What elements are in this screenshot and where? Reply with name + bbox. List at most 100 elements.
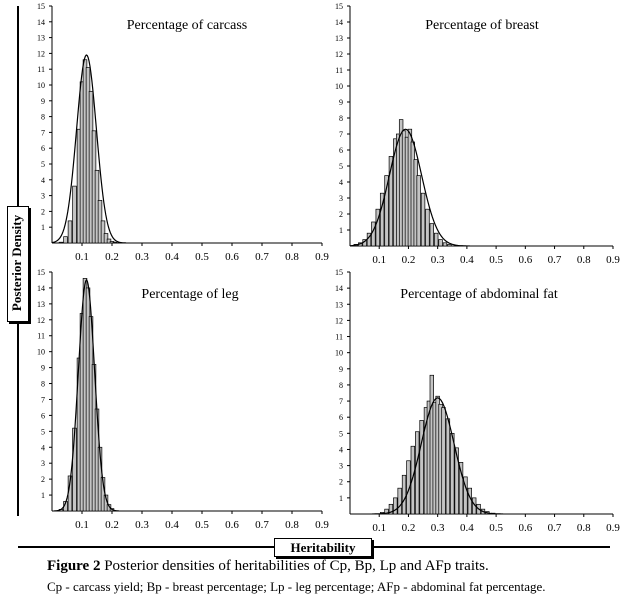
x-tick-label: 0.6 [518,254,532,266]
x-tick-label: 0.8 [285,251,299,263]
histogram-bar [450,432,455,515]
chart-title: Percentage of breast [425,18,539,33]
y-tick-label: 15 [37,2,45,11]
x-tick-label: 0.7 [548,254,562,266]
histogram-bar [445,418,451,515]
histogram-bar [419,420,424,515]
chart-title: Percentage of carcass [127,18,247,33]
y-tick-label: 8 [41,380,45,389]
x-tick-label: 0.3 [135,251,149,263]
x-tick-label: 0.4 [460,522,474,534]
histogram-bar [100,220,106,244]
chart-title: Percentage of leg [141,287,238,302]
y-tick-label: 1 [339,226,343,235]
histogram-bar [379,192,385,247]
x-tick-label: 0.4 [165,251,179,263]
y-tick-label: 10 [37,348,45,357]
y-tick-label: 12 [37,49,45,58]
y-tick-label: 10 [335,349,343,358]
y-tick-label: 3 [41,459,45,468]
histogram-bar [58,241,64,244]
histogram-bar [384,508,389,515]
x-tick-label: 0.8 [577,254,591,266]
histogram-bar [434,232,439,247]
y-axis-title-box [7,206,29,322]
histogram-bar [401,474,407,515]
y-tick-label: 14 [335,18,343,27]
x-tick-label: 0.9 [606,254,620,266]
y-tick-label: 12 [335,316,343,325]
y-tick-label: 4 [41,443,45,452]
density-curve [349,128,470,247]
x-tick-label: 0.5 [195,519,209,531]
y-tick-label: 6 [339,413,343,422]
y-tick-label: 1 [41,491,45,500]
x-tick-label: 0.7 [255,251,269,263]
y-tick-label: 15 [335,2,343,11]
y-tick-label: 14 [37,18,45,27]
caption-label: Figure 2 [47,558,101,574]
x-tick-label: 0.2 [105,519,119,531]
x-tick-label: 0.7 [548,522,562,534]
y-tick-label: 13 [37,300,45,309]
x-tick-label: 0.3 [431,254,445,266]
y-tick-label: 1 [339,494,343,503]
histogram-bar [415,431,420,515]
x-tick-label: 0.5 [195,251,209,263]
histogram-bar [429,223,434,247]
y-tick-label: 15 [335,268,343,277]
histogram-bar [447,244,452,247]
y-tick-label: 11 [37,65,45,74]
x-tick-label: 0.5 [489,522,503,534]
y-tick-label: 8 [339,381,343,390]
x-tick-label: 0.2 [402,522,416,534]
y-tick-label: 4 [339,178,343,187]
y-tick-label: 15 [37,268,45,277]
y-tick-label: 2 [339,210,343,219]
y-tick-label: 6 [41,411,45,420]
x-tick-label: 0.6 [518,522,532,534]
y-tick-label: 10 [37,81,45,90]
y-tick-label: 2 [339,478,343,487]
histogram-bar [63,236,68,244]
x-axis-title: Heritability [274,538,372,557]
histogram-bar [67,220,73,244]
y-tick-label: 3 [41,192,45,201]
histogram-bar [371,221,376,247]
x-tick-label: 0.4 [460,254,474,266]
x-tick-label: 0.3 [135,519,149,531]
y-tick-label: 4 [339,445,343,454]
x-tick-label: 0.2 [402,254,416,266]
y-tick-label: 6 [339,146,343,155]
histogram-bar [375,208,380,247]
histogram-bar [388,503,394,515]
x-tick-label: 0.9 [315,519,329,531]
y-tick-label: 11 [37,332,45,341]
x-tick-label: 0.6 [225,519,239,531]
histogram-bar [406,460,411,515]
histogram-bar [103,233,109,244]
y-tick-label: 2 [41,207,45,216]
y-tick-label: 2 [41,475,45,484]
y-tick-label: 9 [41,97,45,106]
x-tick-label: 0.8 [577,522,591,534]
y-tick-label: 5 [41,160,45,169]
x-tick-label: 0.9 [315,251,329,263]
histogram-bar [454,447,459,515]
y-tick-label: 3 [339,194,343,203]
y-tick-label: 7 [339,130,343,139]
y-tick-label: 12 [335,50,343,59]
x-tick-label: 0.6 [225,251,239,263]
figure-note: Cp - carcass yield; Bp - breast percenta… [47,579,546,594]
y-tick-label: 12 [37,316,45,325]
histogram-bar [410,445,416,515]
y-tick-label: 7 [41,395,45,404]
x-tick-label: 0.7 [255,519,269,531]
x-tick-label: 0.1 [372,254,386,266]
histogram-bar [438,239,443,247]
histogram-bar [384,175,389,247]
